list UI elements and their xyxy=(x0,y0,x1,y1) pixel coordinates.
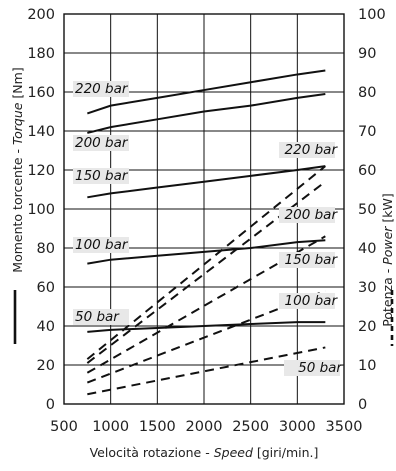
series-labels: 220 bar 200 bar 150 bar 100 bar 50 bar 220 ba… xyxy=(73,81,343,376)
y-left-tick-label: 80 xyxy=(37,241,55,257)
y-right-axis-label: Potenza - Power [kW] xyxy=(380,193,395,327)
power-label-4: 50 bar xyxy=(284,360,343,376)
x-tick-label: 1500 xyxy=(139,419,176,435)
y-left-tick-label: 60 xyxy=(37,280,55,296)
y-left-tick-label: 0 xyxy=(46,397,55,413)
y-right-tick-label: 40 xyxy=(358,241,376,257)
y-left-tick-label: 140 xyxy=(27,124,55,140)
torque-label-4-bg xyxy=(73,309,129,325)
y-left-tick-label: 160 xyxy=(27,85,55,101)
torque-label-1-bg xyxy=(73,135,129,151)
x-tick-label: 2500 xyxy=(232,419,269,435)
power-label-0-text: 220 bar xyxy=(285,142,339,158)
power-label-4-text: 50 bar xyxy=(298,360,343,376)
torque-label-2-text: 150 bar xyxy=(75,168,129,184)
y-left-axis-label: Momento torcente - Torque [Nm] xyxy=(10,67,25,272)
power-label-2: 150 bar xyxy=(279,252,338,268)
power-label-3: 100 bar xyxy=(279,293,338,309)
y-left-tick-label: 180 xyxy=(27,46,55,62)
y-right-tick-label: 20 xyxy=(358,319,376,335)
torque-label-3: 100 bar xyxy=(73,237,129,253)
torque-label-0-text: 220 bar xyxy=(75,81,129,97)
torque-line-50-bar xyxy=(87,321,326,333)
power-line-220-bar xyxy=(86,165,326,360)
x-axis-label-unit: [giri/min.] xyxy=(253,445,319,460)
y-left-tick-label: 100 xyxy=(27,202,55,218)
y-right-axis-label-italic: Power xyxy=(380,226,395,265)
series-layer xyxy=(86,69,326,396)
y-left-tick-label: 120 xyxy=(27,163,55,179)
y-right-tick-label: 30 xyxy=(358,280,376,296)
torque-line-150-bar xyxy=(87,165,326,199)
torque-line-220-bar xyxy=(87,69,326,115)
torque-label-1-text: 200 bar xyxy=(75,135,129,151)
torque-label-3-text: 100 bar xyxy=(75,237,129,253)
power-label-3-text: 100 bar xyxy=(285,293,339,309)
y-left-axis-label-main: Momento torcente - xyxy=(10,145,25,273)
power-label-0: 220 bar xyxy=(279,142,338,158)
plot-frame xyxy=(63,13,345,405)
y-left-tick-label: 20 xyxy=(37,358,55,374)
power-label-2-text: 150 bar xyxy=(285,252,339,268)
power-label-0-bg xyxy=(279,142,335,158)
power-label-2-bg xyxy=(279,252,335,268)
x-tick-label: 3000 xyxy=(279,419,316,435)
torque-label-1: 200 bar xyxy=(73,135,129,151)
y-right-tick-label: 70 xyxy=(358,124,376,140)
torque-label-3-bg xyxy=(73,237,129,253)
power-line-50-bar xyxy=(87,346,326,396)
tick-labels: 500 1000 1500 2000 2500 3000 35000204060801001… xyxy=(27,7,385,435)
y-right-tick-label: 10 xyxy=(358,358,376,374)
x-tick-label: 500 xyxy=(50,419,78,435)
y-left-tick-label: 40 xyxy=(37,319,55,335)
torque-line-100-bar xyxy=(87,239,326,265)
power-label-1-bg xyxy=(279,207,335,223)
x-axis-label: Velocità rotazione - Speed [giri/min.] xyxy=(90,445,319,460)
torque-label-4: 50 bar xyxy=(73,309,129,325)
y-right-tick-label: 60 xyxy=(358,163,376,179)
x-axis-label-italic: Speed xyxy=(214,445,253,460)
power-line-200-bar xyxy=(86,180,326,364)
y-right-tick-label: 0 xyxy=(358,397,367,413)
y-left-axis-label-italic: Torque xyxy=(10,102,25,145)
y-right-axis-label-unit: [kW] xyxy=(380,193,395,226)
x-axis-label-main: Velocità rotazione - xyxy=(90,445,214,460)
y-right-tick-label: 100 xyxy=(358,7,386,23)
x-tick-label: 2000 xyxy=(186,419,223,435)
torque-label-2: 150 bar xyxy=(73,168,129,184)
y-right-tick-label: 90 xyxy=(358,46,376,62)
x-tick-label: 3500 xyxy=(326,419,363,435)
y-left-axis-label-unit: [Nm] xyxy=(10,67,25,102)
torque-label-2-bg xyxy=(73,168,129,184)
torque-label-0-bg xyxy=(73,81,129,97)
y-left-tick-label: 200 xyxy=(27,7,55,23)
power-label-1: 200 bar xyxy=(279,207,338,223)
y-right-tick-label: 50 xyxy=(358,202,376,218)
torque-label-4-text: 50 bar xyxy=(75,309,120,325)
power-label-1-text: 200 bar xyxy=(285,207,339,223)
y-right-tick-label: 80 xyxy=(358,85,376,101)
torque-label-0: 220 bar xyxy=(73,81,129,97)
x-tick-label: 1000 xyxy=(92,419,129,435)
power-label-4-bg xyxy=(284,360,340,376)
torque-line-200-bar xyxy=(87,92,326,134)
power-label-3-bg xyxy=(279,293,335,309)
